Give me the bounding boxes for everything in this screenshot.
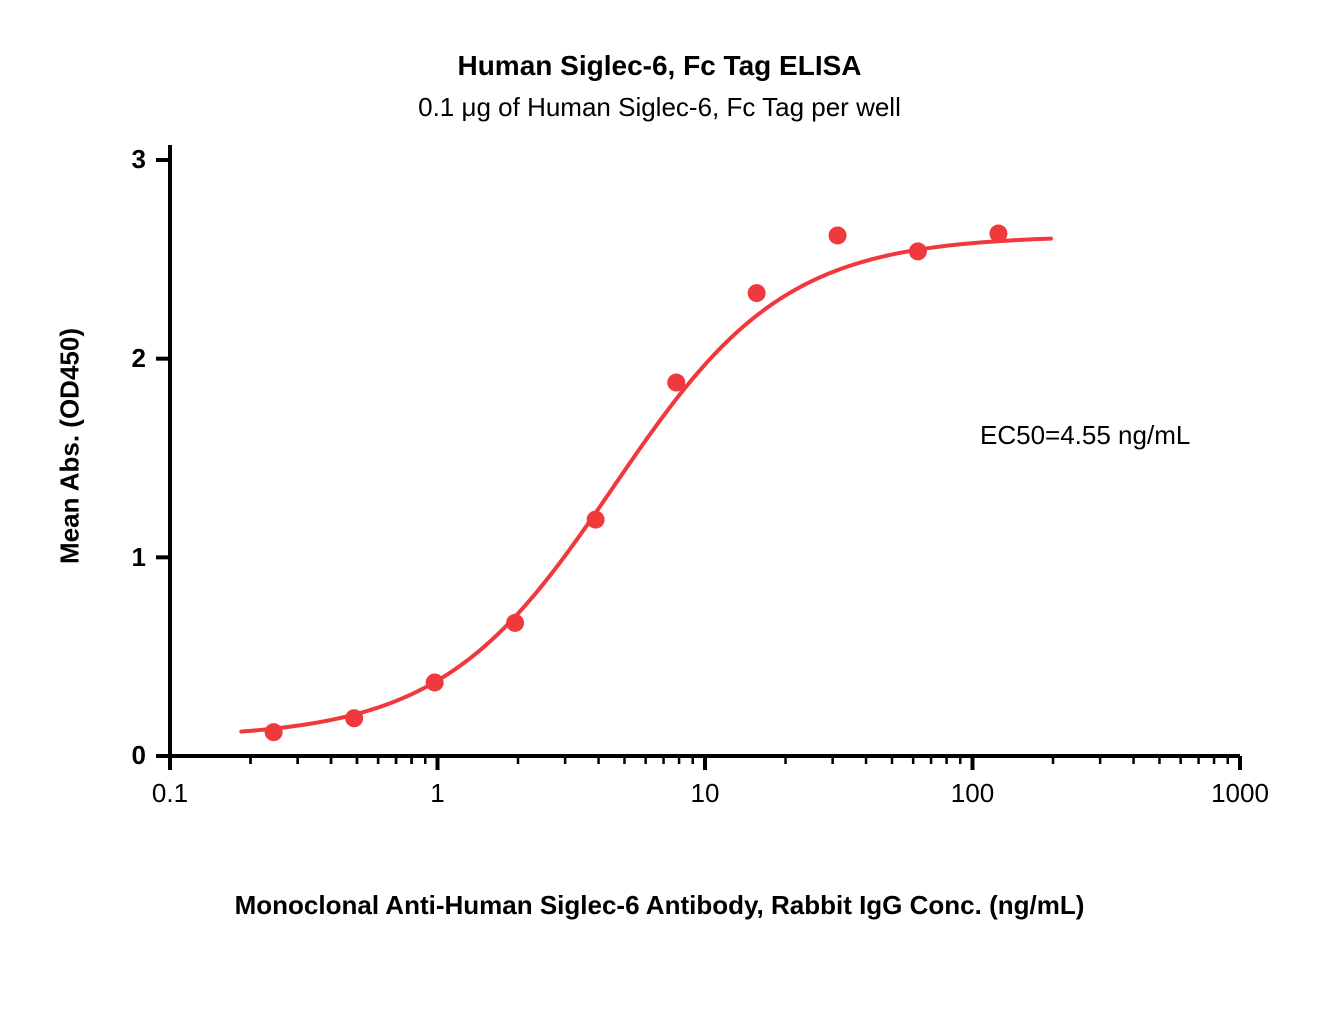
y-tick-label: 2 bbox=[106, 343, 146, 374]
x-tick-label: 1 bbox=[430, 778, 444, 809]
x-tick-label: 100 bbox=[951, 778, 994, 809]
chart-stage: Human Siglec-6, Fc Tag ELISA 0.1 μg of H… bbox=[0, 0, 1319, 1020]
axes-group bbox=[156, 145, 1240, 770]
y-tick-label: 0 bbox=[106, 740, 146, 771]
y-tick-label: 3 bbox=[106, 144, 146, 175]
data-points-group bbox=[265, 225, 1008, 742]
plot-svg bbox=[0, 0, 1319, 1020]
y-tick-label: 1 bbox=[106, 542, 146, 573]
x-tick-label: 10 bbox=[691, 778, 720, 809]
x-tick-label: 0.1 bbox=[152, 778, 188, 809]
fit-curve-group bbox=[241, 239, 1051, 732]
x-tick-label: 1000 bbox=[1211, 778, 1269, 809]
